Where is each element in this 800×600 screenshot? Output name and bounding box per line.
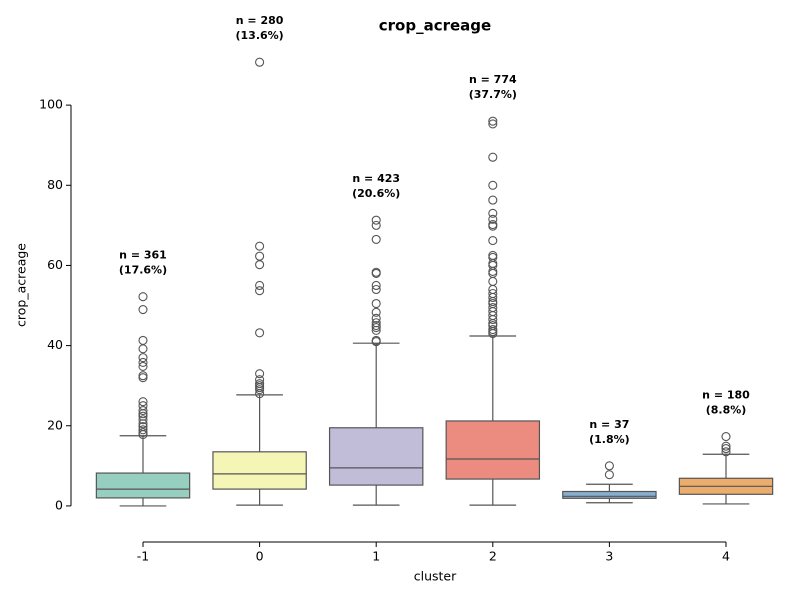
outlier <box>488 258 498 268</box>
outlier <box>138 344 148 354</box>
outlier <box>488 208 498 218</box>
annotation: (8.8%) <box>706 404 747 417</box>
outlier <box>721 444 731 454</box>
outlier <box>488 180 498 190</box>
outlier <box>371 280 381 291</box>
outlier <box>371 325 381 335</box>
outlier <box>371 313 381 323</box>
y-tick-label: 60 <box>47 257 63 272</box>
outlier <box>488 152 498 162</box>
outlier <box>488 116 498 126</box>
x-tick-label: 3 <box>605 549 613 564</box>
annotation: (17.6%) <box>119 264 167 277</box>
outlier <box>488 329 498 339</box>
outlier <box>138 405 148 416</box>
outlier <box>371 268 381 279</box>
box <box>95 472 191 499</box>
outlier <box>488 214 498 224</box>
outlier <box>488 315 498 325</box>
outlier <box>138 292 148 302</box>
x-axis-label: cluster <box>414 569 457 584</box>
outlier <box>138 304 148 315</box>
outlier <box>488 250 498 260</box>
outlier <box>371 323 381 333</box>
outlier <box>138 419 148 429</box>
outlier <box>721 432 731 442</box>
outlier <box>138 335 148 345</box>
outlier <box>604 461 614 471</box>
outlier <box>488 236 498 246</box>
outlier <box>138 415 148 425</box>
outlier <box>371 298 381 309</box>
outlier <box>371 215 381 225</box>
annotation: (37.7%) <box>469 88 517 101</box>
outlier <box>255 385 265 395</box>
y-tick-label: 100 <box>39 97 63 112</box>
outlier <box>488 221 498 231</box>
outlier <box>371 337 381 347</box>
outlier <box>721 441 731 451</box>
outlier <box>371 284 381 295</box>
annotation: (13.6%) <box>235 29 283 42</box>
outlier <box>488 195 498 205</box>
outlier <box>138 357 148 367</box>
annotation: n = 774 <box>469 73 517 86</box>
annotation: n = 361 <box>119 249 167 262</box>
chart-title: crop_acreage <box>379 17 491 35</box>
outlier <box>255 369 265 379</box>
box <box>445 420 541 480</box>
outlier <box>721 447 731 457</box>
y-tick-label: 40 <box>47 337 63 352</box>
outlier <box>138 371 148 381</box>
outlier <box>488 276 498 287</box>
x-tick-label: -1 <box>137 549 149 564</box>
box <box>562 490 657 499</box>
annotation: n = 37 <box>589 418 629 431</box>
outlier <box>371 307 381 317</box>
outlier <box>255 251 265 261</box>
annotation: n = 423 <box>352 172 400 185</box>
y-tick-label: 20 <box>47 417 63 432</box>
annotation: (1.8%) <box>589 433 630 446</box>
outlier <box>488 327 498 337</box>
box <box>212 451 307 490</box>
outlier <box>371 220 381 230</box>
x-tick-label: 0 <box>256 549 264 564</box>
outlier <box>138 425 148 435</box>
outlier <box>255 286 265 296</box>
outlier <box>138 397 148 407</box>
outlier <box>255 260 265 270</box>
outlier <box>604 470 614 480</box>
x-tick-label: 1 <box>372 549 380 564</box>
x-tick-label: 4 <box>722 549 730 564</box>
y-axis-label: crop_acreage <box>14 243 29 327</box>
outlier <box>255 280 265 291</box>
annotation: n = 180 <box>702 389 750 402</box>
outlier <box>138 361 148 371</box>
outlier <box>488 119 498 129</box>
outlier <box>255 328 265 338</box>
y-tick-label: 80 <box>47 177 63 192</box>
outlier <box>371 234 381 244</box>
annotation: n = 280 <box>236 14 284 27</box>
x-tick-label: 2 <box>489 549 497 564</box>
outlier <box>255 57 265 67</box>
outlier <box>138 430 148 440</box>
outlier <box>488 268 498 279</box>
y-tick-label: 0 <box>55 497 63 512</box>
box <box>328 427 424 486</box>
outlier <box>488 292 498 303</box>
annotation: (20.6%) <box>352 187 400 200</box>
outlier <box>138 373 148 383</box>
outlier <box>488 266 498 277</box>
outlier <box>255 389 265 399</box>
outlier <box>255 241 265 251</box>
outlier <box>138 409 148 419</box>
outlier <box>138 353 148 363</box>
